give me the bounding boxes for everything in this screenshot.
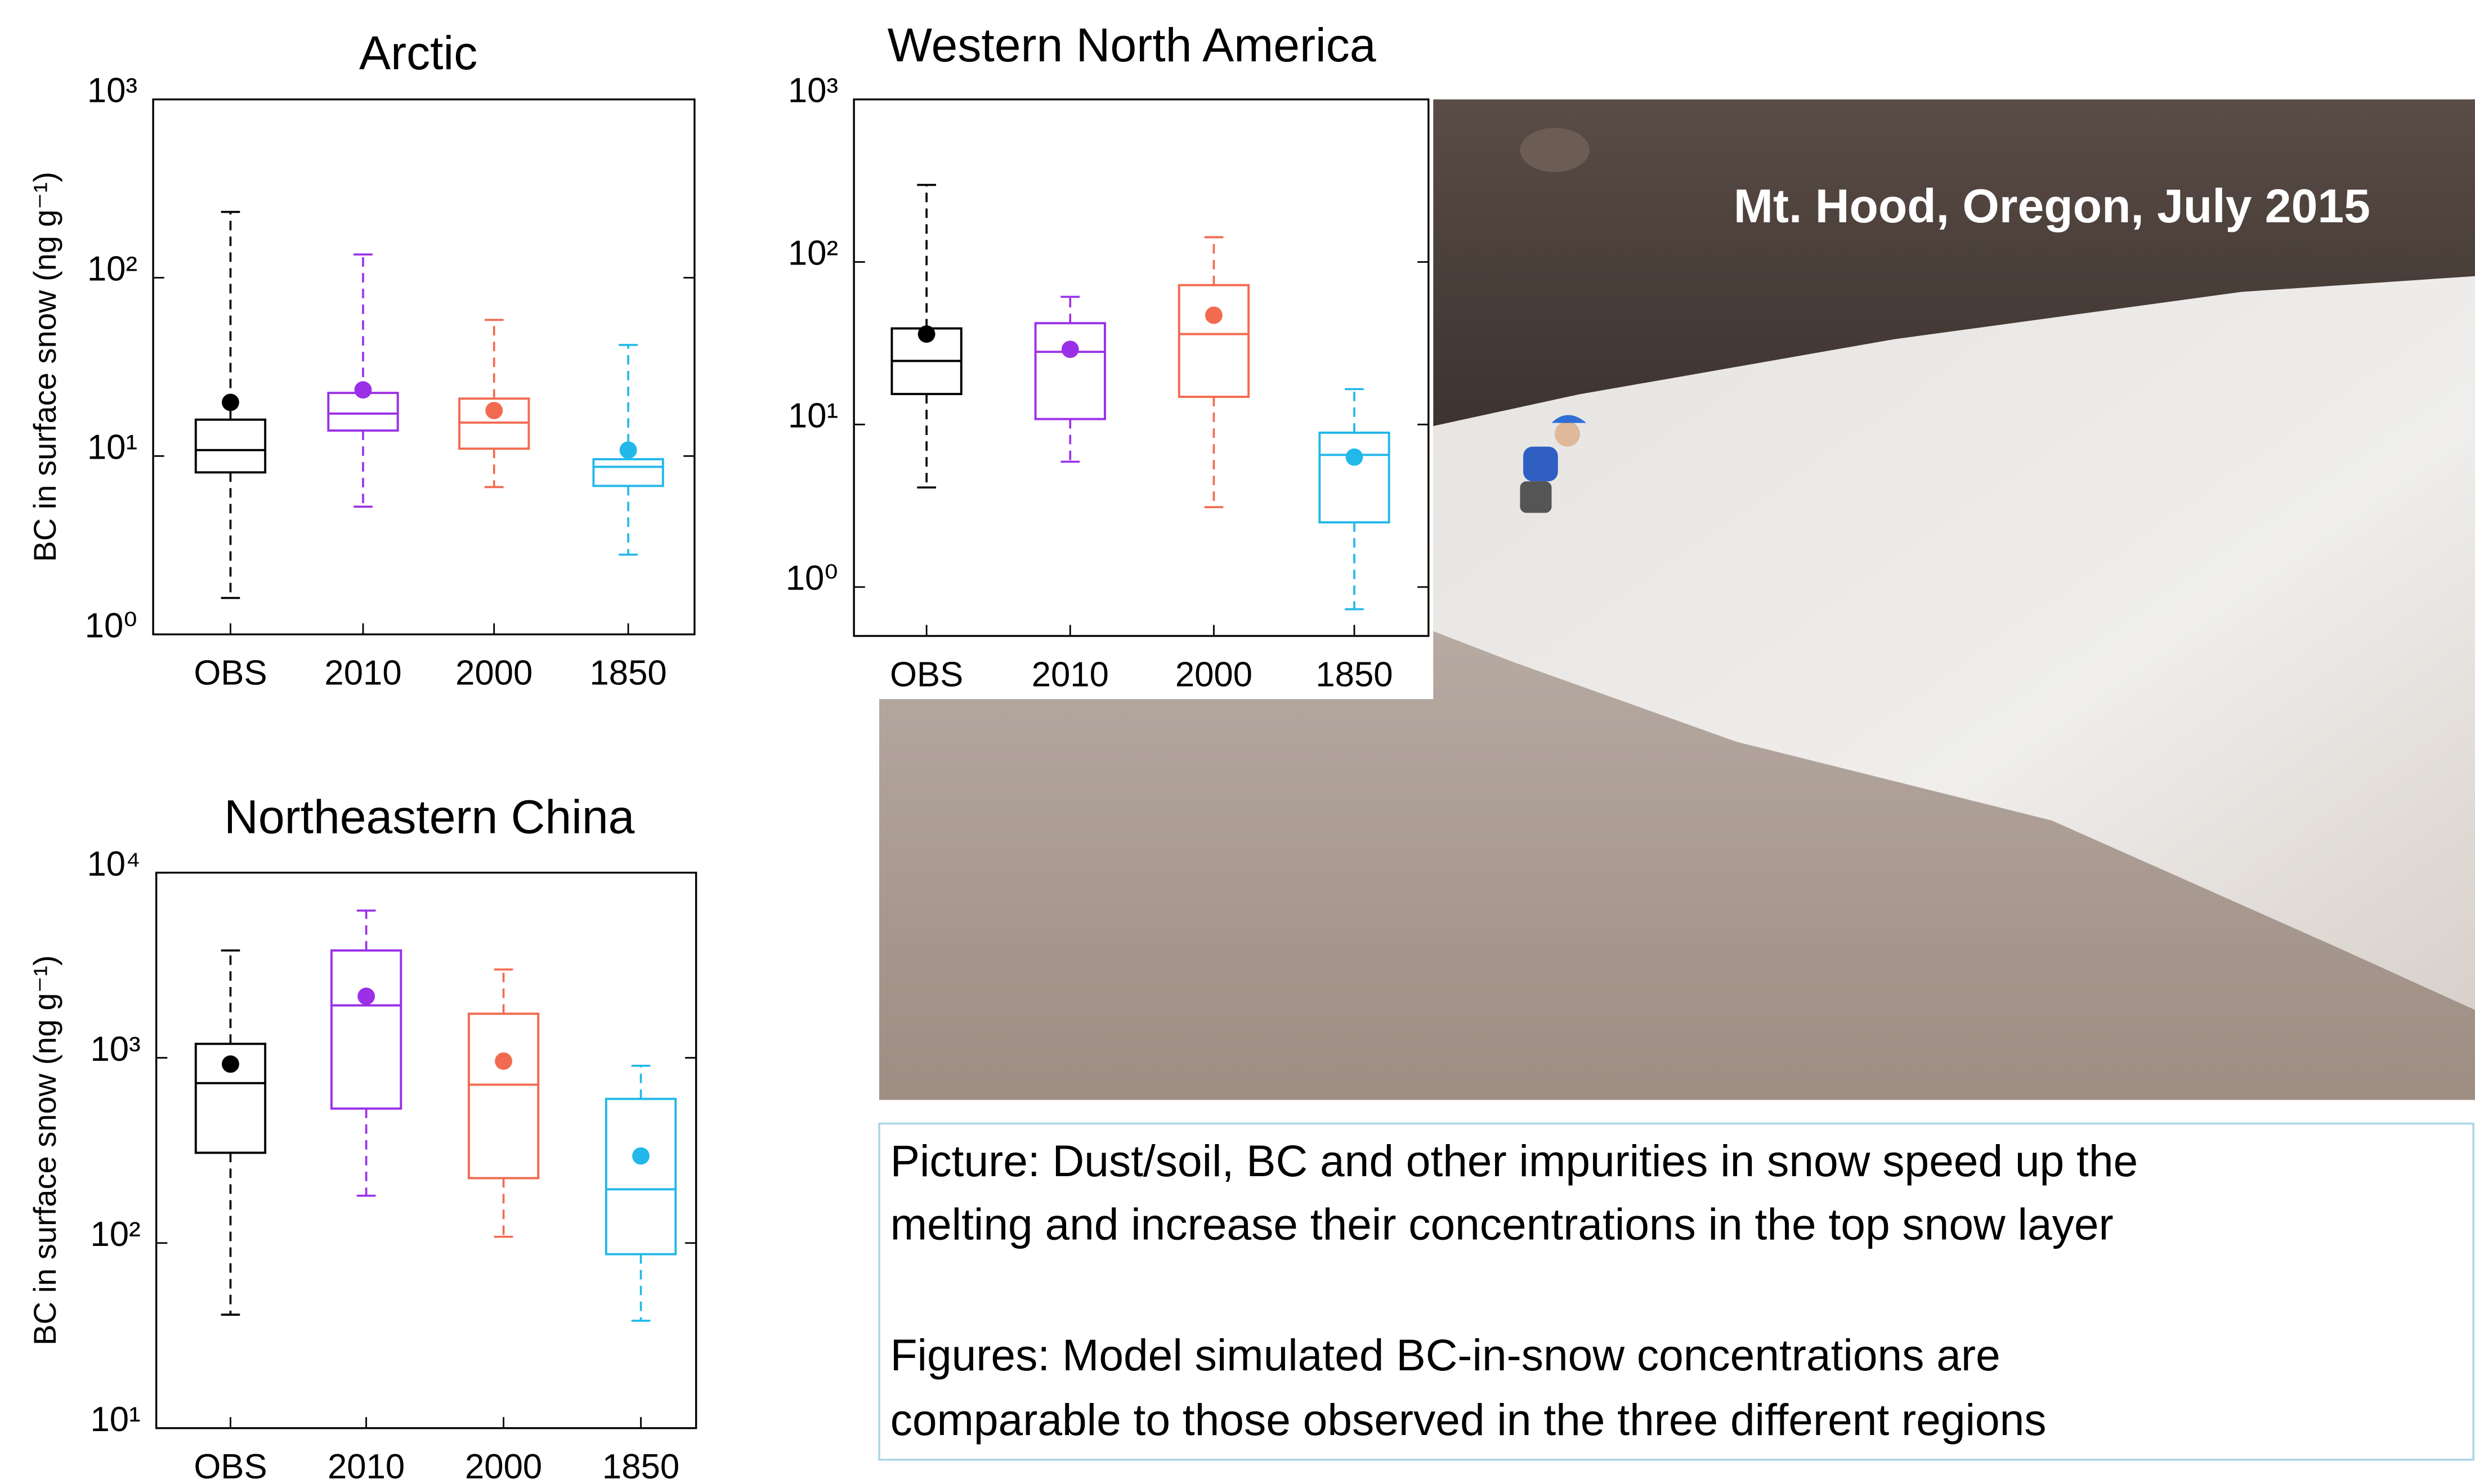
mean-dot	[357, 988, 375, 1005]
chart-title: Arctic	[359, 26, 477, 79]
y-tick-label: 10²	[90, 1215, 140, 1254]
y-tick-label: 10³	[788, 71, 838, 110]
mean-dot	[1062, 340, 1079, 358]
x-tick-label: 2010	[324, 653, 401, 692]
y-tick-label: 10²	[788, 234, 838, 273]
mean-dot	[485, 402, 503, 419]
y-tick-label: 10⁰	[786, 559, 838, 598]
x-tick-label: 1850	[589, 653, 666, 692]
y-tick-label: 10⁰	[85, 606, 137, 645]
x-tick-label: 2000	[465, 1447, 542, 1484]
y-tick-label: 10⁴	[87, 845, 141, 884]
box	[1319, 433, 1389, 522]
x-tick-label: OBS	[194, 653, 267, 692]
box	[606, 1099, 675, 1254]
caption-line: Picture: Dust/soil, BC and other impurit…	[890, 1136, 2138, 1186]
mean-dot	[1346, 449, 1363, 466]
photo-boulder	[1520, 128, 1589, 172]
box	[1036, 323, 1105, 419]
mean-dot	[355, 381, 372, 398]
mean-dot	[632, 1147, 650, 1165]
chart-title: Northeastern China	[224, 790, 635, 843]
chart-title: Western North America	[888, 19, 1376, 71]
x-tick-label: 2010	[328, 1447, 405, 1484]
mean-dot	[620, 441, 637, 459]
photo-label: Mt. Hood, Oregon, July 2015	[1734, 180, 2370, 232]
mean-dot	[495, 1052, 512, 1070]
box	[469, 1014, 538, 1178]
y-axis-label: BC in surface snow (ng g⁻¹)	[27, 955, 62, 1345]
y-tick-label: 10²	[87, 250, 137, 289]
mean-dot	[918, 325, 936, 343]
mean-dot	[222, 394, 239, 411]
page: Mt. Hood, Oregon, July 2015 Picture: Dus…	[0, 0, 2475, 1484]
y-tick-label: 10³	[90, 1030, 140, 1069]
box	[1179, 285, 1248, 397]
caption-line: melting and increase their concentration…	[890, 1199, 2114, 1249]
x-tick-label: 2000	[1175, 655, 1252, 694]
mean-dot	[1205, 307, 1223, 324]
box	[332, 951, 401, 1109]
y-tick-label: 10¹	[87, 428, 137, 467]
x-tick-label: OBS	[890, 655, 963, 694]
box	[196, 420, 265, 473]
x-tick-label: 1850	[1315, 655, 1393, 694]
x-tick-label: 2000	[455, 653, 532, 692]
caption-line: Figures: Model simulated BC-in-snow conc…	[890, 1330, 2000, 1380]
y-tick-label: 10¹	[788, 396, 838, 435]
figure: Mt. Hood, Oregon, July 2015 Picture: Dus…	[0, 0, 2475, 1484]
y-axis-label: BC in surface snow (ng g⁻¹)	[27, 172, 62, 562]
y-tick-label: 10¹	[90, 1400, 140, 1439]
plot-frame	[153, 100, 695, 635]
y-tick-label: 10³	[87, 71, 137, 110]
x-tick-label: 2010	[1032, 655, 1109, 694]
mean-dot	[222, 1055, 239, 1073]
x-tick-label: 1850	[602, 1447, 679, 1484]
x-tick-label: OBS	[194, 1447, 267, 1484]
caption-line: comparable to those observed in the thre…	[890, 1395, 2047, 1445]
box	[593, 459, 663, 486]
